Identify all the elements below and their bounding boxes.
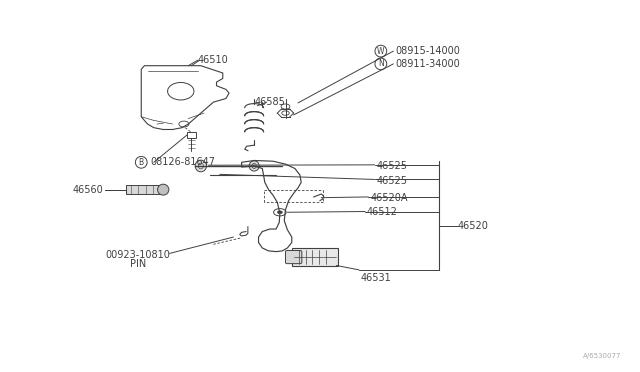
FancyBboxPatch shape (285, 250, 302, 264)
Text: PIN: PIN (130, 259, 146, 269)
Text: B: B (139, 158, 144, 167)
Text: 46520: 46520 (458, 221, 489, 231)
Text: A/6530077: A/6530077 (582, 353, 621, 359)
Text: 08915-14000: 08915-14000 (396, 46, 460, 56)
Text: N: N (378, 60, 384, 68)
Ellipse shape (249, 161, 259, 171)
Text: 46512: 46512 (367, 206, 398, 217)
Ellipse shape (157, 184, 169, 195)
Text: 46525: 46525 (376, 176, 408, 186)
Text: 08911-34000: 08911-34000 (396, 59, 460, 69)
Text: 46510: 46510 (198, 55, 228, 65)
Text: 46525: 46525 (376, 161, 408, 171)
Text: 46585: 46585 (254, 97, 285, 107)
Circle shape (277, 211, 282, 214)
Text: 08126-81647: 08126-81647 (150, 157, 216, 167)
Text: 46531: 46531 (361, 273, 392, 283)
FancyBboxPatch shape (292, 248, 337, 266)
Text: W: W (377, 46, 385, 55)
FancyBboxPatch shape (125, 185, 160, 194)
Text: 46520A: 46520A (370, 193, 408, 203)
Text: 00923-10810: 00923-10810 (106, 250, 170, 260)
Ellipse shape (195, 160, 207, 172)
Text: 46560: 46560 (73, 185, 104, 195)
